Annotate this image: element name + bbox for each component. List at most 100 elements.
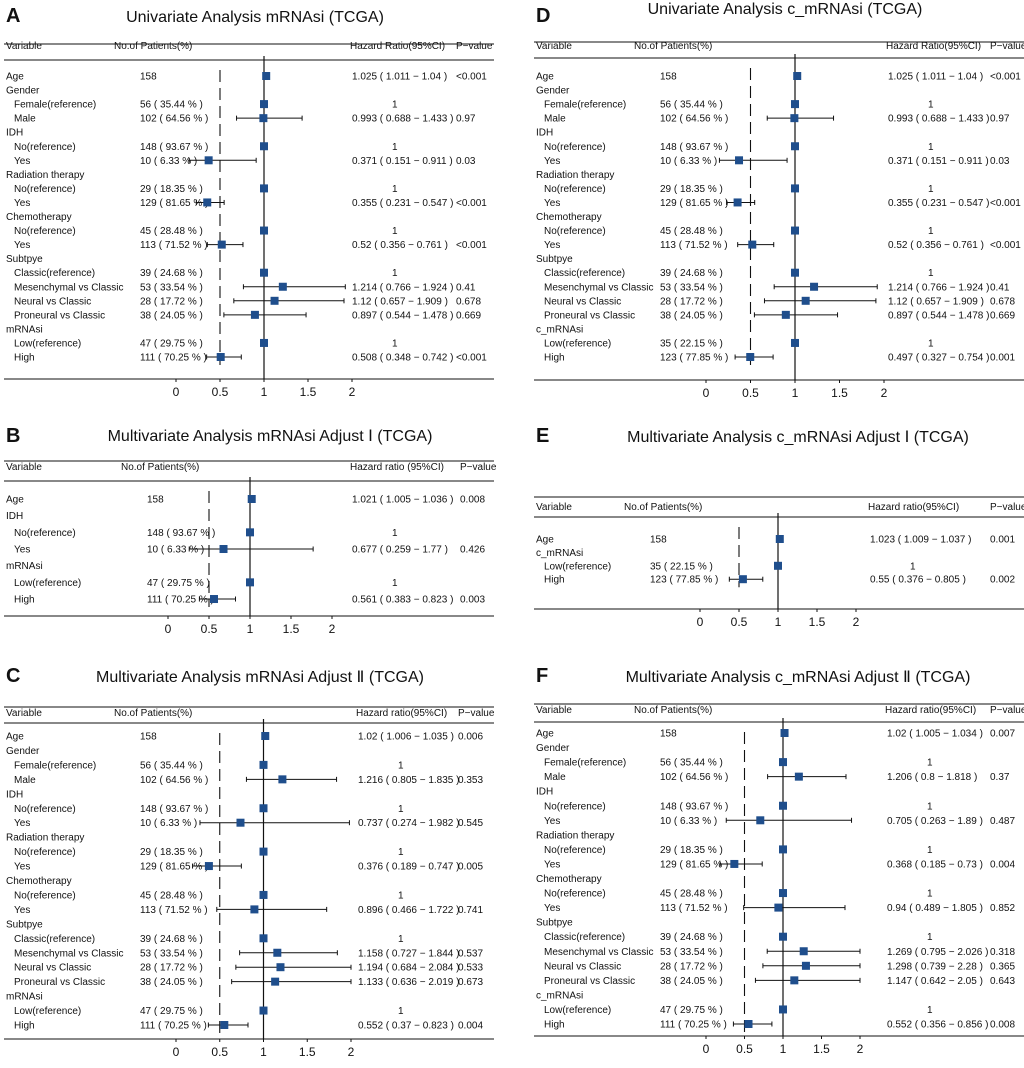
row-patient-count: 113 ( 71.52 % ) xyxy=(660,903,728,914)
column-header-hazard-ratio: Hazard ratio (95%CI) xyxy=(350,462,444,473)
row-p-value: 0.37 xyxy=(990,772,1010,783)
row-patient-count: 113 ( 71.52 % ) xyxy=(140,905,208,916)
row-hazard-ratio: 1 xyxy=(928,226,934,237)
row-hazard-ratio: 1 xyxy=(398,934,404,945)
hazard-ratio-marker xyxy=(276,963,285,972)
hazard-ratio-marker xyxy=(738,575,747,584)
row-hazard-ratio: 1 xyxy=(928,142,934,153)
row-hazard-ratio: 1.158 ( 0.727 − 1.844 ) xyxy=(358,948,459,959)
row-hazard-ratio: 1 xyxy=(928,338,934,349)
row-p-value: 0.678 xyxy=(456,296,481,307)
row-label: mRNAsi xyxy=(6,992,43,1003)
column-header-variable: Variable xyxy=(6,708,42,719)
row-label: Male xyxy=(14,775,36,786)
row-patient-count: 39 ( 24.68 % ) xyxy=(140,268,203,279)
row-patient-count: 123 ( 77.85 % ) xyxy=(660,353,728,364)
row-patient-count: 111 ( 70.25 % ) xyxy=(140,353,207,364)
hazard-ratio-marker xyxy=(774,561,782,570)
row-hazard-ratio: 0.993 ( 0.688 − 1.433 ) xyxy=(352,114,453,125)
row-patient-count: 56 ( 35.44 % ) xyxy=(140,760,203,771)
row-p-value: <0.001 xyxy=(990,72,1021,83)
column-header-patients: No.of Patients(%) xyxy=(634,41,712,52)
row-hazard-ratio: 0.561 ( 0.383 − 0.823 ) xyxy=(352,595,453,606)
row-hazard-ratio: 1 xyxy=(392,338,398,349)
hazard-ratio-marker xyxy=(261,732,270,740)
row-hazard-ratio: 0.737 ( 0.274 − 1.982 ) xyxy=(358,818,459,829)
row-patient-count: 56 ( 35.44 % ) xyxy=(140,100,203,111)
row-patient-count: 47 ( 29.75 % ) xyxy=(660,1005,723,1016)
row-patient-count: 45 ( 28.48 % ) xyxy=(660,889,723,900)
forest-panel-a: A Univariate Analysis mRNAsi (TCGA) Variab… xyxy=(4,5,494,399)
row-label: mRNAsi xyxy=(6,561,43,572)
hazard-ratio-marker xyxy=(236,818,245,827)
row-patient-count: 113 ( 71.52 % ) xyxy=(660,240,728,251)
row-hazard-ratio: 0.355 ( 0.231 − 0.547 ) xyxy=(352,198,453,209)
panel-letter: C xyxy=(6,665,20,687)
row-patient-count: 28 ( 17.72 % ) xyxy=(660,961,723,972)
row-label: Yes xyxy=(14,818,30,829)
column-header-variable: Variable xyxy=(536,502,572,513)
hazard-ratio-marker xyxy=(259,1006,268,1015)
row-hazard-ratio: 1 xyxy=(398,1006,404,1017)
row-patient-count: 29 ( 18.35 % ) xyxy=(660,845,723,856)
row-p-value: 0.008 xyxy=(990,1020,1015,1031)
row-hazard-ratio: 0.705 ( 0.263 − 1.89 ) xyxy=(887,816,983,827)
row-hazard-ratio: 0.552 ( 0.37 − 0.823 ) xyxy=(358,1021,454,1032)
hazard-ratio-marker xyxy=(791,338,799,347)
row-label: Proneural vs Classic xyxy=(544,976,635,987)
row-hazard-ratio: 1 xyxy=(392,184,398,195)
row-hazard-ratio: 1.133 ( 0.636 − 2.019 ) xyxy=(358,977,459,988)
hazard-ratio-marker xyxy=(210,595,219,604)
row-hazard-ratio: 1 xyxy=(927,1005,933,1016)
row-p-value: 0.005 xyxy=(458,862,483,873)
row-patient-count: 129 ( 81.65 % ) xyxy=(140,198,208,209)
row-p-value: 0.669 xyxy=(456,310,481,321)
row-label: Neural vs Classic xyxy=(544,296,621,307)
row-patient-count: 47 ( 29.75 % ) xyxy=(147,578,210,589)
x-tick-label: 1 xyxy=(775,615,782,629)
hazard-ratio-marker xyxy=(791,268,799,277)
column-header-patients: No.of Patients(%) xyxy=(121,462,199,473)
column-header-variable: Variable xyxy=(6,41,42,52)
row-hazard-ratio: 1.02 ( 1.005 − 1.034 ) xyxy=(887,729,983,740)
row-hazard-ratio: 0.896 ( 0.466 − 1.722 ) xyxy=(358,905,459,916)
row-patient-count: 47 ( 29.75 % ) xyxy=(140,338,203,349)
row-hazard-ratio: 1 xyxy=(927,758,933,769)
row-hazard-ratio: 0.497 ( 0.327 − 0.754 ) xyxy=(888,353,989,364)
row-patient-count: 102 ( 64.56 % ) xyxy=(660,772,728,783)
row-label: Proneural vs Classic xyxy=(14,977,105,988)
hazard-ratio-marker xyxy=(774,903,783,912)
panel-title: Multivariate Analysis mRNAsi Adjust Ⅰ (T… xyxy=(108,428,433,445)
hazard-ratio-marker xyxy=(204,156,213,165)
row-p-value: 0.003 xyxy=(460,595,485,606)
column-header-hazard-ratio: Hazard ratio(95%CI) xyxy=(868,502,959,513)
x-tick-label: 0 xyxy=(165,622,172,636)
row-hazard-ratio: 1.025 ( 1.011 − 1.04 ) xyxy=(888,72,983,83)
row-hazard-ratio: 1.12 ( 0.657 − 1.909 ) xyxy=(352,296,448,307)
row-p-value: <0.001 xyxy=(456,198,487,209)
row-hazard-ratio: 0.55 ( 0.376 − 0.805 ) xyxy=(870,575,966,586)
row-label: Yes xyxy=(544,240,560,251)
x-tick-label: 0.5 xyxy=(201,622,218,636)
row-label: Neural vs Classic xyxy=(14,296,91,307)
row-hazard-ratio: 0.371 ( 0.151 − 0.911 ) xyxy=(352,156,453,167)
row-patient-count: 29 ( 18.35 % ) xyxy=(660,184,723,195)
row-patient-count: 28 ( 17.72 % ) xyxy=(140,963,203,974)
x-tick-label: 2 xyxy=(349,385,356,399)
row-hazard-ratio: 0.897 ( 0.544 − 1.478 ) xyxy=(352,310,453,321)
row-label: Low(reference) xyxy=(14,578,81,589)
row-label: Low(reference) xyxy=(544,338,611,349)
x-tick-label: 1.5 xyxy=(283,622,300,636)
column-header-patients: No.of Patients(%) xyxy=(114,708,192,719)
row-patient-count: 56 ( 35.44 % ) xyxy=(660,758,723,769)
hazard-ratio-marker xyxy=(791,100,799,109)
hazard-ratio-marker xyxy=(246,528,254,537)
hazard-ratio-marker xyxy=(793,72,802,80)
row-label: Mesenchymal vs Classic xyxy=(14,282,123,293)
hazard-ratio-marker xyxy=(791,142,799,151)
x-tick-label: 0 xyxy=(703,386,710,400)
hazard-ratio-marker xyxy=(247,495,256,503)
row-label: Yes xyxy=(544,156,560,167)
row-hazard-ratio: 0.355 ( 0.231 − 0.547 ) xyxy=(888,198,989,209)
